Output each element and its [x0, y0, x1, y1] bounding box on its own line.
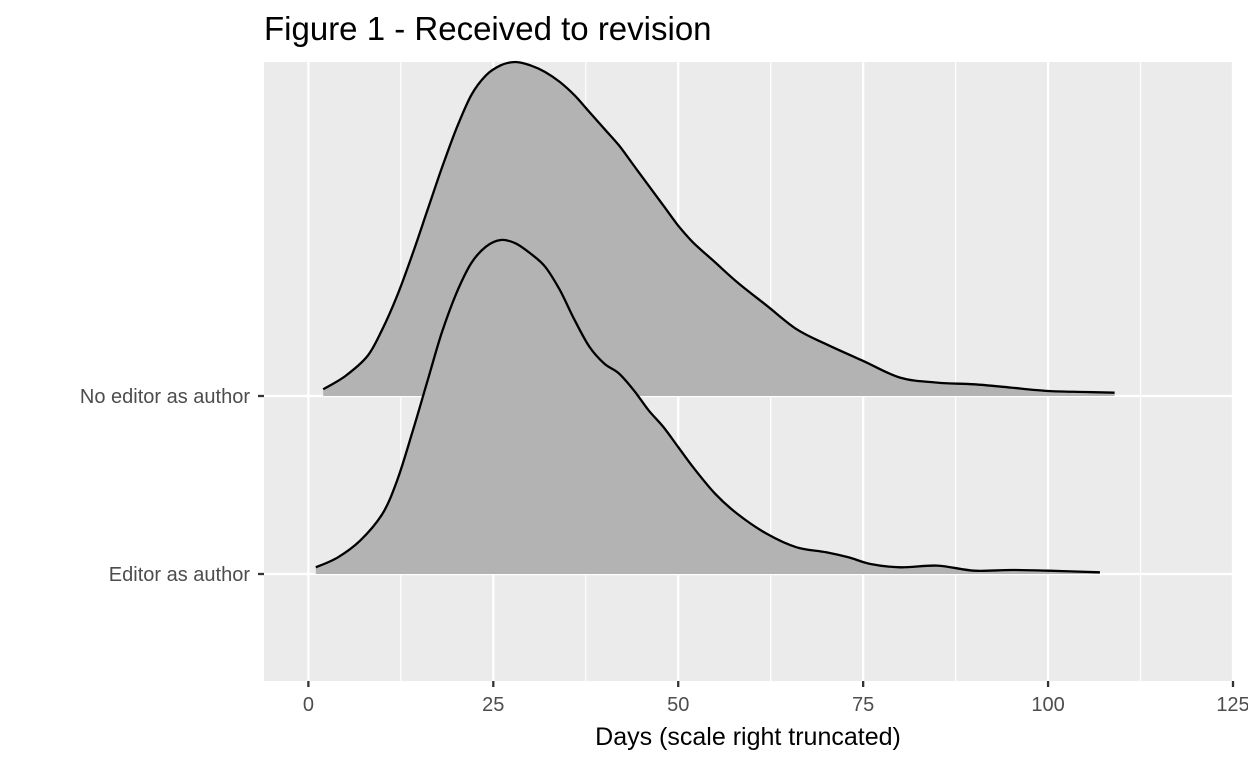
x-tick-label: 50	[667, 694, 689, 716]
density-ridges	[315, 60, 1115, 574]
y-axis: No editor as author Editor as author	[80, 386, 264, 586]
ridge-outline-no-editor	[322, 60, 1115, 394]
chart-title: Figure 1 - Received to revision	[264, 10, 712, 47]
ridge-area-editor	[315, 239, 1100, 574]
x-tick-label: 100	[1031, 694, 1064, 716]
x-tick-label: 75	[852, 694, 874, 716]
x-tick-label: 125	[1216, 694, 1248, 716]
x-axis-title: Days (scale right truncated)	[595, 723, 901, 751]
ridge-outline-editor	[315, 238, 1100, 574]
y-tick-label: No editor as author	[80, 386, 250, 408]
x-tick-label: 25	[482, 694, 504, 716]
x-tick-label: 0	[303, 694, 314, 716]
y-tick-label: Editor as author	[109, 564, 251, 586]
x-axis: 0 25 50 75 100 125	[303, 681, 1248, 716]
